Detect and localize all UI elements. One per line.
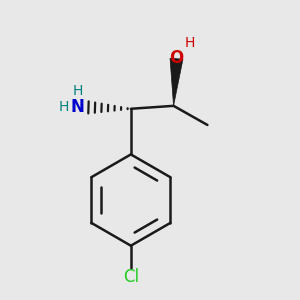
- Text: O: O: [169, 49, 184, 67]
- Text: Cl: Cl: [123, 268, 139, 286]
- Polygon shape: [170, 58, 183, 106]
- Text: H: H: [73, 84, 83, 98]
- Text: N: N: [71, 98, 85, 116]
- Text: H: H: [59, 100, 69, 114]
- Text: H: H: [184, 36, 195, 50]
